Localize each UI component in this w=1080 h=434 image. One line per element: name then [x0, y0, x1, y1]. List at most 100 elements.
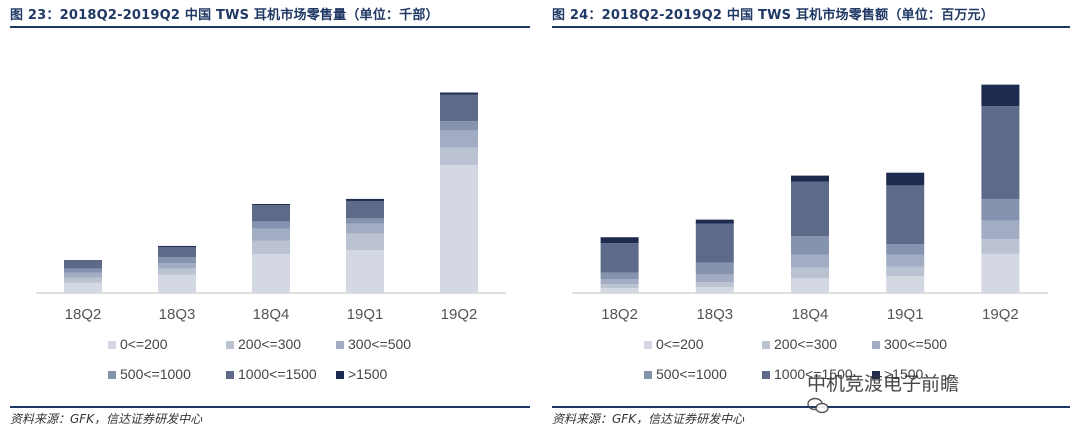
right-bar-19Q2-seg-1	[981, 239, 1020, 254]
right-legend-label: 200<=300	[774, 336, 837, 352]
left-chart-title: 图 23：2018Q2-2019Q2 中国 TWS 耳机市场零售量（单位：千部）	[10, 8, 439, 23]
right-top-rule	[552, 26, 1070, 28]
left-bar-19Q2-seg-4	[440, 94, 478, 122]
right-bar-19Q1-seg-2	[886, 254, 925, 267]
right-bar-18Q2-seg-3	[600, 272, 639, 280]
left-bar-18Q4-seg-3	[252, 221, 290, 229]
left-bar-19Q2-seg-5	[440, 92, 478, 95]
left-legend-swatch	[108, 371, 116, 379]
left-legend-swatch	[336, 341, 344, 349]
left-bar-18Q3-seg-2	[158, 263, 196, 269]
right-legend-label: 300<=500	[884, 336, 947, 352]
right-bar-18Q4-seg-5	[791, 175, 829, 182]
right-x-tick-label: 19Q1	[887, 306, 924, 323]
left-bar-18Q2-seg-2	[64, 272, 102, 278]
left-bar-19Q1-seg-0	[346, 250, 384, 293]
right-legend-swatch	[762, 341, 770, 349]
watermark: 中机竞渡电子前瞻	[807, 369, 960, 414]
left-x-tick-label: 19Q1	[347, 306, 384, 323]
left-bar-18Q4-seg-0	[252, 254, 290, 293]
right-legend-label: 1000<=1500	[774, 366, 853, 382]
left-bar-18Q4-seg-1	[252, 240, 290, 255]
left-x-tick-label: 18Q4	[253, 306, 290, 323]
right-bar-19Q2-seg-5	[981, 84, 1020, 107]
left-top-rule	[10, 26, 530, 28]
left-bar-18Q4-seg-4	[252, 205, 290, 222]
right-bar-19Q2-seg-0	[981, 253, 1020, 293]
right-chart-panel: 图 24：2018Q2-2019Q2 中国 TWS 耳机市场零售额（单位：百万元…	[552, 0, 1070, 434]
left-bar-18Q3-seg-3	[158, 257, 196, 264]
left-bar-18Q4-seg-5	[252, 204, 290, 206]
right-legend-label: >1500	[884, 366, 924, 382]
right-source-note: 资料来源：GFK，信达证券研发中心	[552, 412, 745, 426]
right-chart-title: 图 24：2018Q2-2019Q2 中国 TWS 耳机市场零售额（单位：百万元…	[552, 8, 994, 23]
right-bar-19Q1-seg-5	[886, 172, 925, 186]
left-bar-19Q2-seg-2	[440, 130, 478, 148]
left-chart-panel: 图 23：2018Q2-2019Q2 中国 TWS 耳机市场零售量（单位：千部）…	[10, 0, 530, 434]
right-bar-18Q3-seg-4	[695, 223, 734, 263]
right-x-tick-label: 18Q3	[696, 306, 733, 323]
right-chart-svg: 18Q2 18Q3 18Q4 19Q1 19Q2 0<=200 200<=300 300<=5…	[572, 84, 1048, 382]
left-x-tick-label: 19Q2	[441, 306, 478, 323]
right-bar-18Q2-seg-2	[600, 279, 639, 285]
wechat-icon	[807, 397, 829, 414]
left-bar-18Q2-seg-3	[64, 268, 102, 273]
left-legend-label: 1000<=1500	[238, 366, 317, 382]
left-bar-19Q2-seg-3	[440, 121, 478, 131]
right-bar-18Q3-seg-0	[695, 287, 734, 293]
right-legend-label: 0<=200	[656, 336, 704, 352]
right-legend-swatch	[644, 341, 652, 349]
right-bar-18Q2-seg-5	[600, 237, 639, 244]
left-bar-18Q3-seg-1	[158, 268, 196, 275]
left-x-tick-label: 18Q3	[159, 306, 196, 323]
right-x-tick-label: 19Q2	[982, 306, 1019, 323]
left-legend-label: 500<=1000	[120, 366, 191, 382]
right-bar-19Q1-seg-0	[886, 276, 925, 293]
right-x-tick-label: 18Q4	[792, 306, 829, 323]
right-bar-18Q4-seg-1	[791, 267, 829, 279]
right-bar-18Q3-seg-5	[695, 219, 734, 224]
left-legend-swatch	[226, 341, 234, 349]
right-legend-swatch	[872, 341, 880, 349]
left-source-note: 资料来源：GFK，信达证券研发中心	[10, 412, 203, 426]
right-bar-18Q4-seg-2	[791, 254, 829, 268]
right-bar-18Q3-seg-1	[695, 282, 734, 288]
left-bar-19Q2-seg-1	[440, 147, 478, 166]
right-bar-19Q2-seg-4	[981, 106, 1020, 200]
right-legend-swatch	[762, 371, 770, 379]
left-bar-19Q1-seg-2	[346, 223, 384, 234]
left-x-tick-label: 18Q2	[65, 306, 102, 323]
left-bar-18Q3-seg-5	[158, 245, 196, 247]
left-chart-svg: 18Q2 18Q3 18Q4 19Q1 19Q2 0<=200 200<=300 300<=5…	[36, 92, 506, 382]
left-bar-19Q1-seg-3	[346, 218, 384, 224]
right-bar-18Q3-seg-2	[695, 274, 734, 283]
left-bar-18Q2-seg-1	[64, 277, 102, 283]
left-bar-19Q1-seg-5	[346, 198, 384, 201]
right-bar-19Q2-seg-3	[981, 199, 1020, 221]
right-bar-19Q2-seg-2	[981, 220, 1020, 240]
right-bar-18Q2-seg-4	[600, 243, 639, 273]
right-bar-18Q2-seg-0	[600, 288, 639, 293]
right-legend-swatch	[872, 371, 880, 379]
right-bar-19Q1-seg-4	[886, 185, 925, 245]
right-bar-18Q4-seg-4	[791, 181, 829, 237]
right-x-tick-label: 18Q2	[601, 306, 638, 323]
right-bottom-rule	[552, 406, 1070, 408]
right-bar-18Q4-seg-3	[791, 236, 829, 255]
right-bar-18Q2-seg-1	[600, 284, 639, 289]
left-bar-18Q2-seg-5	[64, 260, 102, 262]
left-legend-label: >1500	[348, 366, 388, 382]
left-legend-label: 0<=200	[120, 336, 168, 352]
left-bar-18Q3-seg-0	[158, 274, 196, 293]
right-bar-18Q3-seg-3	[695, 262, 734, 275]
left-legend-label: 300<=500	[348, 336, 411, 352]
right-bar-19Q1-seg-1	[886, 266, 925, 277]
left-legend-swatch	[226, 371, 234, 379]
left-bar-19Q2-seg-0	[440, 165, 478, 293]
left-bar-19Q1-seg-4	[346, 200, 384, 219]
left-bar-18Q4-seg-2	[252, 228, 290, 241]
left-legend-swatch	[108, 341, 116, 349]
watermark-text: 中机竞渡电子前瞻	[807, 373, 960, 395]
left-bar-18Q3-seg-4	[158, 246, 196, 258]
right-legend-swatch	[644, 371, 652, 379]
